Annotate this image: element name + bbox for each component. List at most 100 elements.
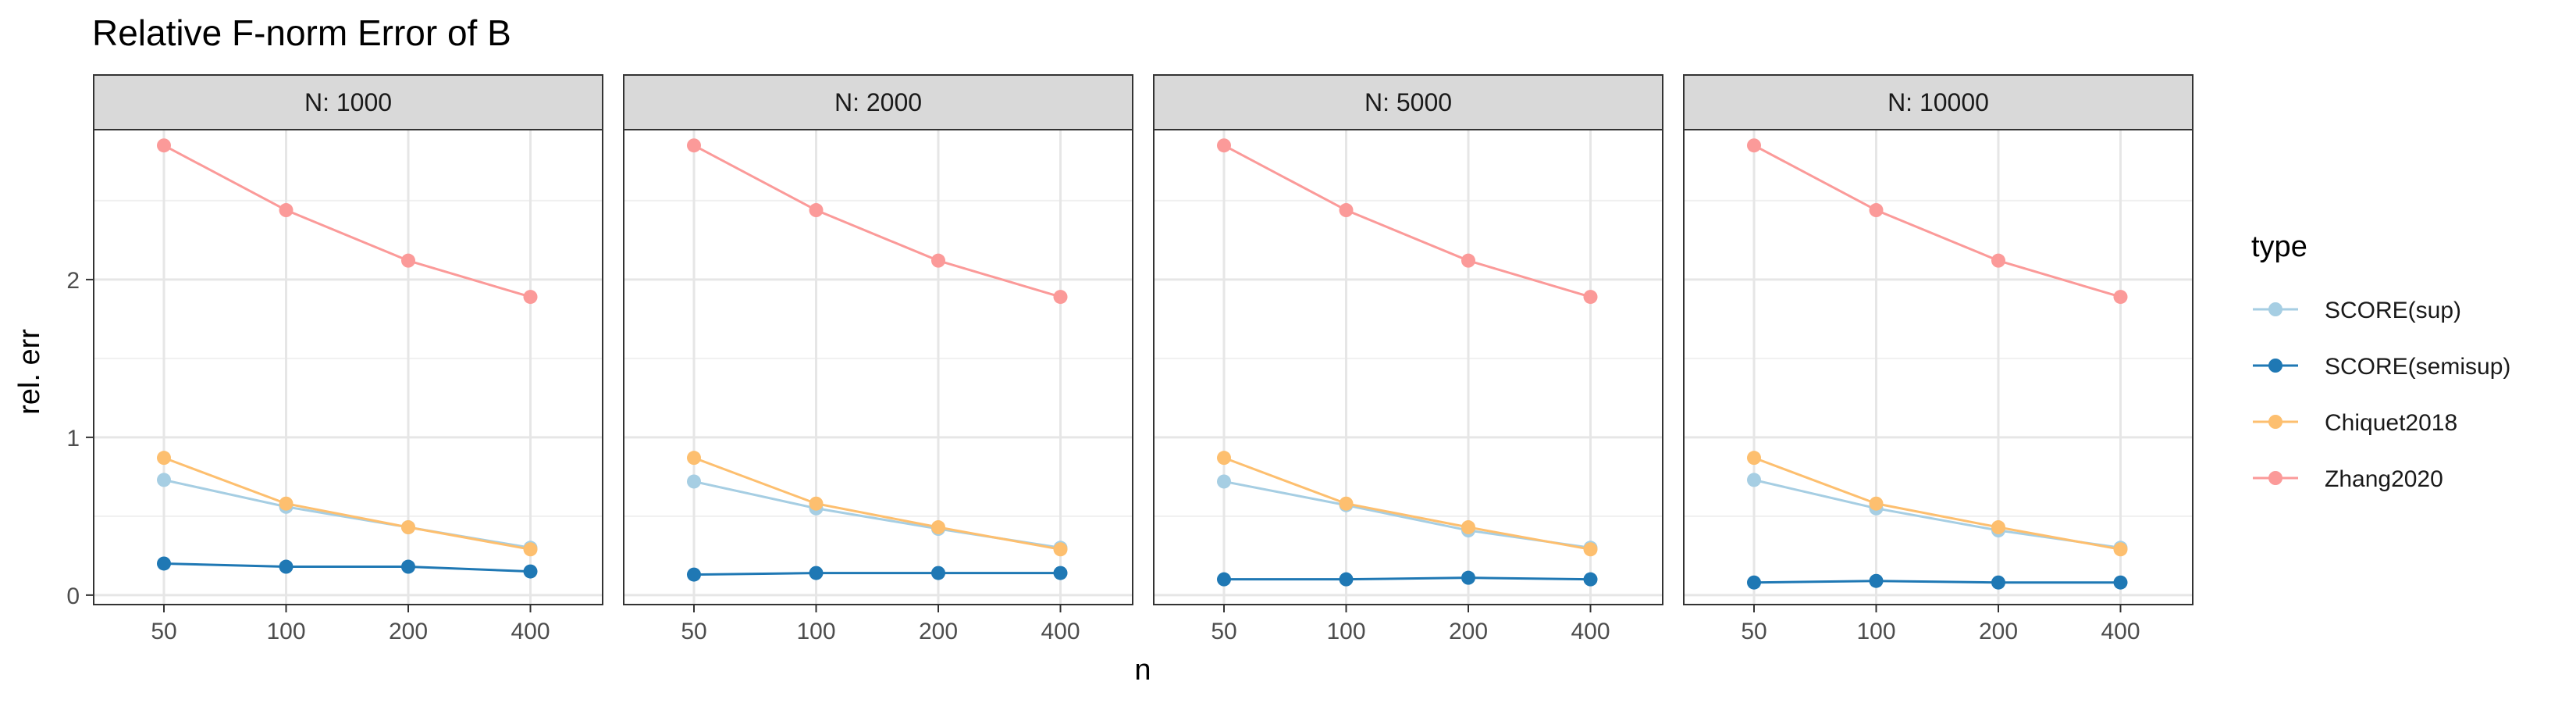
facet-strip [623,74,1133,130]
x-tick-label: 400 [2101,619,2140,644]
data-point [1217,451,1231,466]
data-point [809,496,824,511]
data-point [1747,138,1761,153]
data-point [1461,520,1475,535]
y-tick-label: 1 [66,426,80,451]
data-point [1583,572,1598,587]
x-axis-title: n [1134,654,1151,687]
facet-strip-label: N: 2000 [834,88,922,116]
series-line [163,144,531,298]
data-point [2113,542,2128,557]
x-tick-label: 100 [796,619,835,644]
data-point [809,566,824,580]
legend-item: Zhang2020 [2253,466,2443,492]
x-tick-label: 50 [151,619,176,644]
data-point [1747,451,1761,466]
panel-background [624,130,1133,605]
series-line [1753,456,2121,551]
data-point [931,253,945,268]
data-point [687,474,701,489]
data-point [1053,566,1068,580]
y-tick-label: 0 [66,583,80,609]
data-point [1339,496,1354,511]
data-point [1747,575,1761,590]
data-point [157,556,171,571]
legend-label: SCORE(sup) [2325,298,2461,323]
data-point [1217,138,1231,153]
data-point [2113,575,2128,590]
data-point [523,290,538,305]
series-line [163,456,531,551]
legend-item: SCORE(semisup) [2253,354,2510,380]
legend-key-point [2268,471,2282,485]
panel-background [94,130,603,605]
chart-title: Relative F-norm Error of B [92,12,511,53]
facet-panel: N: 2000 50 100 200 400 [623,74,1133,644]
x-tick-label: 50 [1741,619,1767,644]
data-point [809,203,824,218]
x-tick-label: 50 [681,619,706,644]
data-point [401,559,415,574]
x-tick-label: 100 [266,619,305,644]
data-point [523,542,538,557]
data-point [931,520,945,535]
data-point [1217,474,1231,489]
series-line [693,572,1061,576]
facet-strip-label: N: 10000 [1888,88,1989,116]
data-point [1869,496,1884,511]
data-point [1991,575,2005,590]
data-point [401,520,415,535]
facet-strip-label: N: 1000 [304,88,392,116]
data-point [687,451,701,466]
series-line [693,144,1061,298]
x-tick-label: 200 [1449,619,1488,644]
y-tick-label: 2 [66,268,80,294]
data-point [1339,572,1354,587]
data-point [1053,290,1068,305]
data-point [1747,473,1761,487]
data-point [157,473,171,487]
facet-strip [1153,74,1663,130]
x-tick-label: 200 [389,619,428,644]
x-tick-label: 100 [1856,619,1895,644]
data-point [401,253,415,268]
data-point [1339,203,1354,218]
legend-item: Chiquet2018 [2253,410,2457,436]
facet-strip [1683,74,2194,130]
x-tick-label: 50 [1211,619,1236,644]
y-axis-title: rel. err [13,329,46,415]
series-line [1753,144,2121,298]
data-point [1053,542,1068,557]
panel-background [1684,130,2193,605]
legend-item: SCORE(sup) [2253,298,2461,323]
data-point [157,451,171,466]
facet-strip [93,74,603,130]
data-point [2113,290,2128,305]
facet-panel: N: 1000 50 100 200 400 0 1 2 [66,74,603,644]
series-line [1224,576,1591,581]
legend-label: Chiquet2018 [2325,410,2457,436]
data-point [1461,570,1475,585]
data-point [1991,520,2005,535]
legend-key-point [2268,302,2282,316]
data-point [1583,542,1598,557]
legend-key-point [2268,359,2282,373]
data-point [1869,573,1884,588]
legend-key-point [2268,415,2282,429]
series-line [1223,144,1591,298]
legend-title: type [2251,230,2307,263]
data-point [687,567,701,582]
x-tick-label: 400 [511,619,550,644]
x-tick-label: 200 [1979,619,2018,644]
x-tick-label: 400 [1041,619,1080,644]
legend-label: SCORE(semisup) [2325,354,2510,380]
data-point [1583,290,1598,305]
series-line [693,456,1061,551]
x-tick-label: 200 [919,619,958,644]
panel-background [1154,130,1663,605]
facet-panel: N: 10000 50 100 200 400 [1683,74,2194,644]
series-line [1753,580,2121,584]
data-point [157,138,171,153]
